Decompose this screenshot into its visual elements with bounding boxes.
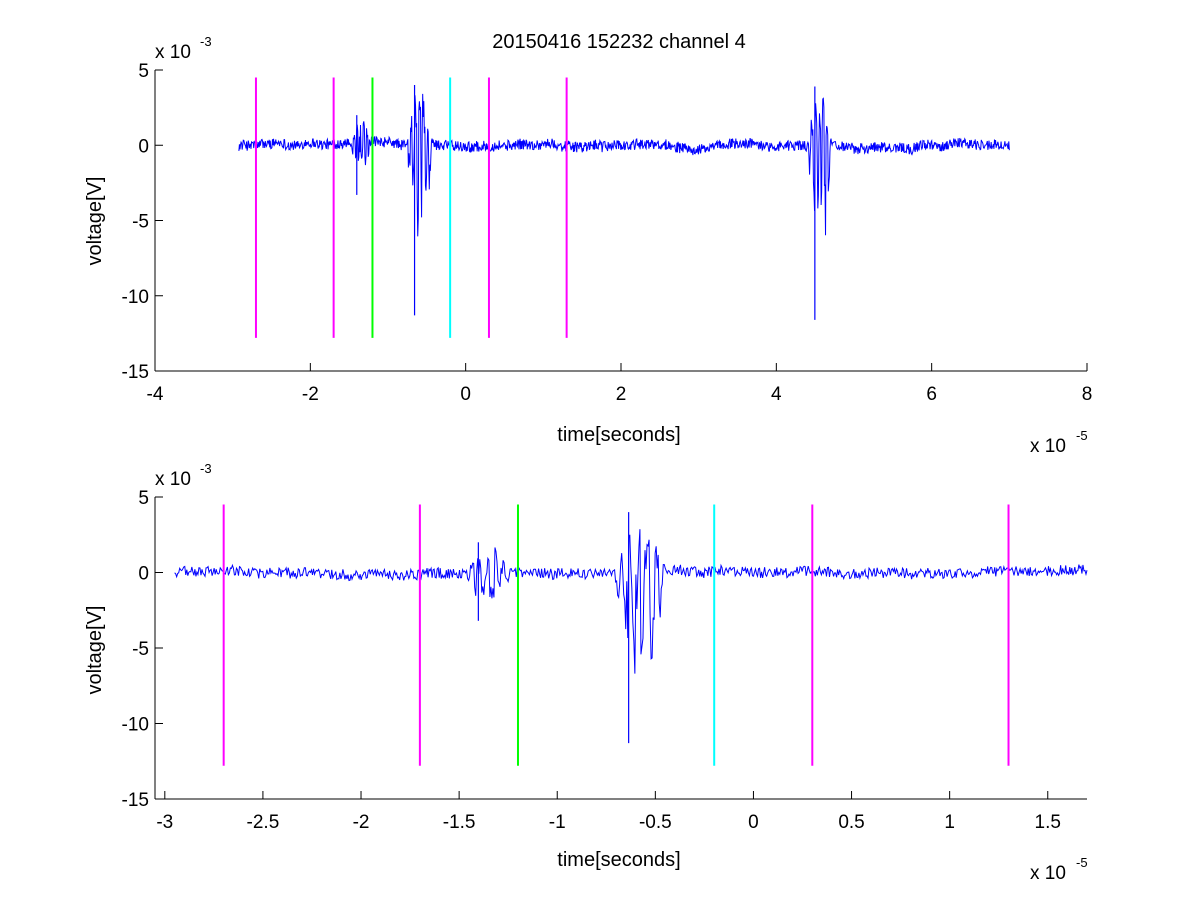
top-x-tick-label: -4: [147, 384, 164, 405]
bottom-x-tick-label: -2: [353, 812, 370, 833]
top-xlabel: time[seconds]: [557, 424, 680, 446]
bottom-x-tick-label: -1: [549, 812, 566, 833]
chart-title: 20150416 152232 channel 4: [492, 31, 746, 53]
top-ylabel: voltage[V]: [84, 177, 106, 266]
top-subplot: -4 -2 0 2 4 6 8 -15 -10 -5 0 5 time[seconds] voltag…: [84, 34, 1092, 457]
bottom-y-exponent-power: -3: [200, 461, 212, 476]
bottom-y-tick-label: 0: [138, 564, 149, 585]
bottom-x-tick-label: -2.5: [247, 812, 280, 833]
top-y-tick-label: 5: [138, 61, 149, 82]
top-x-tick-label: -2: [302, 384, 319, 405]
bottom-y-exponent-base: x 10: [155, 469, 191, 490]
top-x-tick-label: 0: [460, 384, 471, 405]
bottom-subplot: -3 -2.5 -2 -1.5 -1 -0.5 0 0.5 1 1.5 -15 -10 -5 0 5 tim…: [84, 461, 1088, 884]
top-plot-area: -4 -2 0 2 4 6 8 -15 -10 -5 0 5: [122, 61, 1093, 405]
bottom-x-tick-label: 0.5: [838, 812, 864, 833]
bottom-xlabel: time[seconds]: [557, 849, 680, 871]
top-x-tick-label: 2: [616, 384, 627, 405]
top-x-tick-label: 4: [771, 384, 782, 405]
bottom-x-exponent-base: x 10: [1030, 863, 1066, 884]
top-y-tick-label: -10: [122, 287, 149, 308]
top-y-exponent-base: x 10: [155, 42, 191, 63]
bottom-x-exponent: x 10 -5: [1030, 855, 1088, 884]
bottom-x-tick-label: 1.5: [1035, 812, 1061, 833]
top-x-tick-label: 6: [926, 384, 937, 405]
bottom-x-exponent-power: -5: [1076, 855, 1088, 870]
top-y-tick-label: 0: [138, 136, 149, 157]
top-x-exponent-power: -5: [1076, 428, 1088, 443]
top-x-exponent: x 10 -5: [1030, 428, 1088, 457]
top-y-exponent: x 10 -3: [155, 34, 212, 63]
top-signal-trace: [238, 93, 1010, 237]
bottom-y-exponent: x 10 -3: [155, 461, 212, 490]
top-x-exponent-base: x 10: [1030, 436, 1066, 457]
bottom-x-tick-label: -1.5: [443, 812, 476, 833]
bottom-x-tick-label: -0.5: [639, 812, 672, 833]
bottom-plot-area: -3 -2.5 -2 -1.5 -1 -0.5 0 0.5 1 1.5 -15 -10 -5 0 5: [122, 488, 1088, 833]
top-y-tick-label: -15: [122, 362, 149, 383]
bottom-y-tick-label: -10: [122, 715, 149, 736]
bottom-x-tick-label: 0: [748, 812, 759, 833]
top-x-tick-label: 8: [1082, 384, 1093, 405]
bottom-y-tick-label: 5: [138, 488, 149, 509]
bottom-ylabel: voltage[V]: [84, 606, 106, 695]
bottom-y-tick-label: -15: [122, 790, 149, 811]
bottom-y-tick-label: -5: [132, 639, 149, 660]
bottom-x-tick-label: -3: [156, 812, 173, 833]
bottom-x-tick-label: 1: [944, 812, 955, 833]
bottom-signal-trace: [174, 529, 1088, 674]
top-y-exponent-power: -3: [200, 34, 212, 49]
top-y-tick-label: -5: [132, 212, 149, 233]
